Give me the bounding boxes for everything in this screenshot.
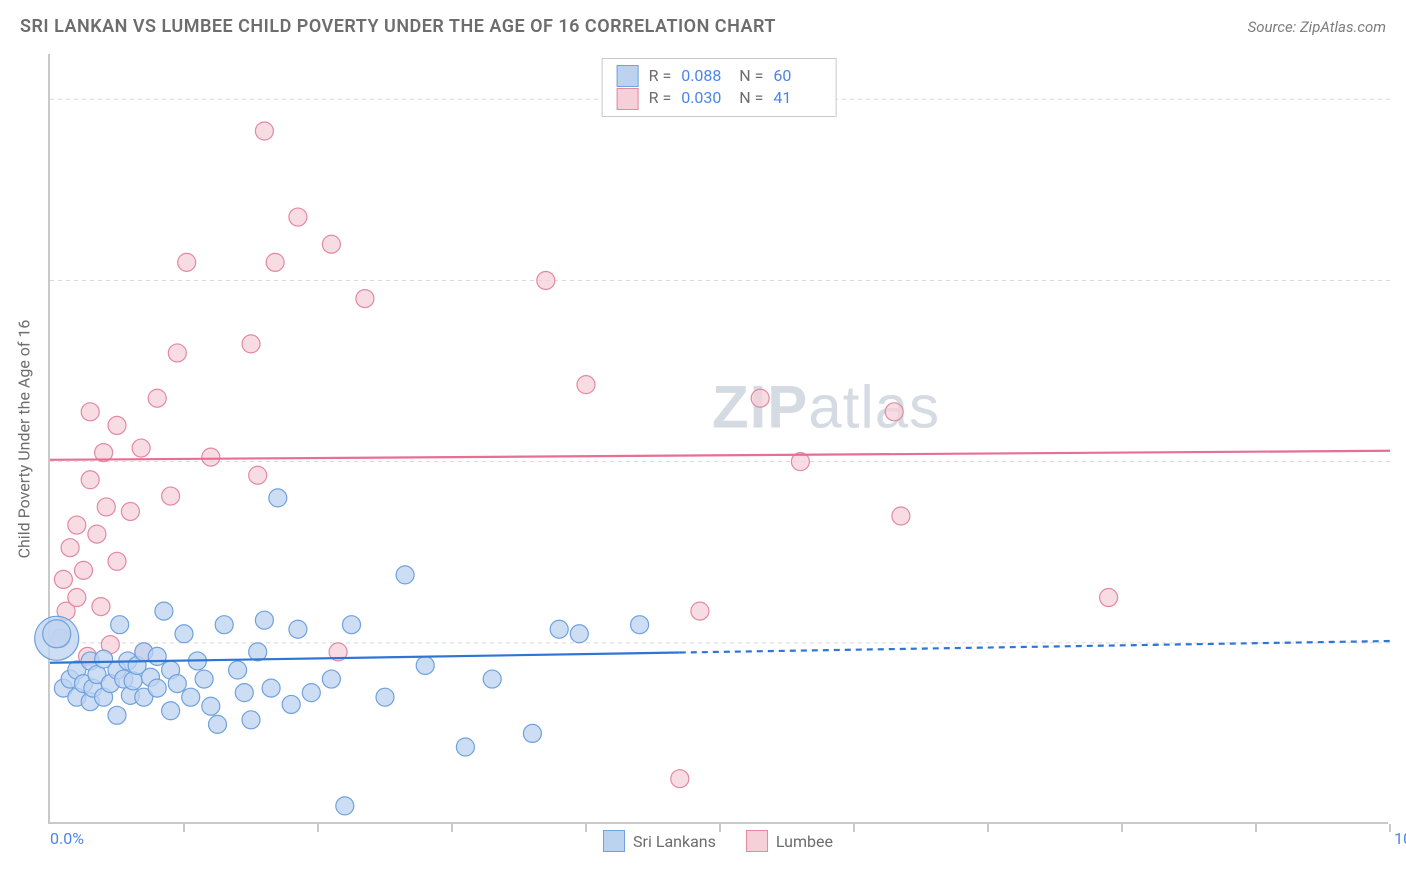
scatter-point — [289, 208, 307, 226]
series-legend-item: Lumbee — [746, 830, 833, 852]
scatter-point — [336, 797, 354, 815]
scatter-point — [132, 439, 150, 457]
scatter-point — [255, 611, 273, 629]
plot-area: ZIPatlas R = 0.088 N = 60 R = 0.030 N = … — [48, 54, 1388, 824]
scatter-point — [81, 471, 99, 489]
scatter-point — [322, 670, 340, 688]
correlation-legend-row: R = 0.088 N = 60 — [617, 65, 822, 87]
scatter-point — [396, 566, 414, 584]
scatter-point — [175, 625, 193, 643]
scatter-point — [148, 679, 166, 697]
scatter-point — [631, 616, 649, 634]
scatter-point — [162, 702, 180, 720]
scatter-point — [229, 661, 247, 679]
scatter-point — [148, 389, 166, 407]
scatter-point — [671, 770, 689, 788]
scatter-point — [242, 335, 260, 353]
scatter-point — [195, 670, 213, 688]
scatter-point — [892, 507, 910, 525]
scatter-point — [178, 253, 196, 271]
scatter-point — [356, 290, 374, 308]
scatter-point — [289, 620, 307, 638]
scatter-point — [155, 602, 173, 620]
scatter-point — [343, 616, 361, 634]
scatter-point — [75, 561, 93, 579]
scatter-point — [550, 620, 568, 638]
scatter-point — [262, 679, 280, 697]
scatter-point — [577, 376, 595, 394]
scatter-point — [202, 697, 220, 715]
scatter-point — [691, 602, 709, 620]
scatter-point — [209, 715, 227, 733]
trend-line — [50, 451, 1390, 460]
y-axis-title: Child Poverty Under the Age of 16 — [15, 320, 34, 559]
scatter-point — [249, 466, 267, 484]
scatter-point — [235, 684, 253, 702]
scatter-point — [483, 670, 501, 688]
scatter-point — [570, 625, 588, 643]
scatter-point — [61, 539, 79, 557]
scatter-point — [54, 570, 72, 588]
legend-swatch-series-1 — [617, 88, 639, 110]
scatter-point — [322, 235, 340, 253]
scatter-point — [68, 516, 86, 534]
legend-swatch-icon — [603, 830, 625, 852]
scatter-point — [416, 656, 434, 674]
scatter-point — [92, 598, 110, 616]
scatter-point — [376, 688, 394, 706]
scatter-point — [168, 344, 186, 362]
scatter-point — [282, 695, 300, 713]
scatter-point — [121, 502, 139, 520]
scatter-point — [162, 487, 180, 505]
scatter-point — [88, 525, 106, 543]
scatter-point — [269, 489, 287, 507]
scatter-point — [108, 706, 126, 724]
plot-container: Child Poverty Under the Age of 16 ZIPatl… — [48, 54, 1388, 824]
series-legend: Sri Lankans Lumbee — [603, 830, 833, 852]
scatter-point — [215, 616, 233, 634]
scatter-point — [182, 688, 200, 706]
scatter-point — [108, 552, 126, 570]
chart-svg — [50, 54, 1388, 822]
legend-swatch-icon — [746, 830, 768, 852]
scatter-point — [537, 271, 555, 289]
x-max-label: 100.0% — [1394, 829, 1406, 848]
scatter-point — [523, 724, 541, 742]
scatter-point — [242, 711, 260, 729]
scatter-point — [43, 620, 71, 648]
scatter-point — [255, 122, 273, 140]
scatter-point — [111, 616, 129, 634]
scatter-point — [885, 403, 903, 421]
series-legend-item: Sri Lankans — [603, 830, 716, 852]
scatter-point — [266, 253, 284, 271]
title-bar: SRI LANKAN VS LUMBEE CHILD POVERTY UNDER… — [20, 16, 1386, 37]
scatter-point — [97, 498, 115, 516]
scatter-point — [1100, 589, 1118, 607]
scatter-point — [148, 647, 166, 665]
scatter-point — [168, 675, 186, 693]
correlation-legend-row: R = 0.030 N = 41 — [617, 87, 822, 109]
legend-swatch-series-0 — [617, 65, 639, 87]
scatter-point — [108, 416, 126, 434]
scatter-point — [81, 403, 99, 421]
correlation-legend: R = 0.088 N = 60 R = 0.030 N = 41 — [602, 58, 837, 117]
scatter-point — [456, 738, 474, 756]
scatter-point — [202, 448, 220, 466]
chart-title: SRI LANKAN VS LUMBEE CHILD POVERTY UNDER… — [20, 16, 776, 37]
source-attribution: Source: ZipAtlas.com — [1248, 18, 1386, 36]
x-origin-label: 0.0% — [50, 829, 84, 848]
scatter-point — [68, 589, 86, 607]
scatter-point — [751, 389, 769, 407]
scatter-point — [302, 684, 320, 702]
